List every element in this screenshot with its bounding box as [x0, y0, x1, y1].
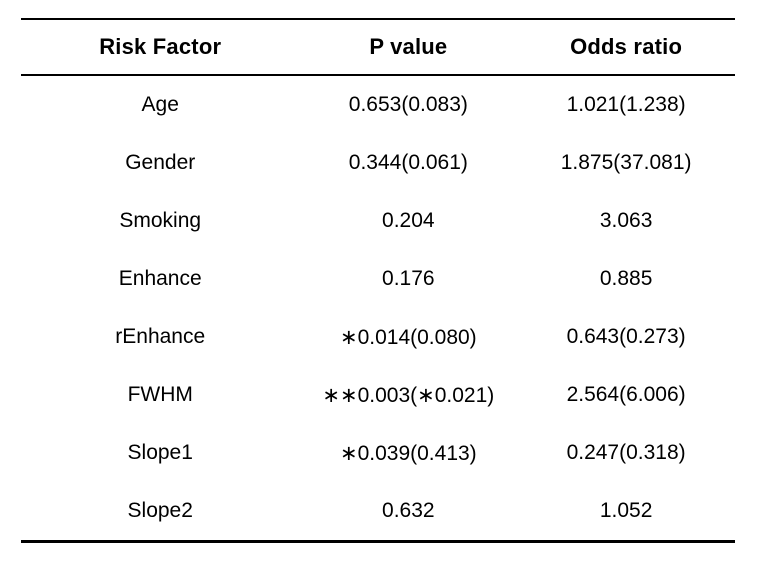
odds-ratio-cell: 0.885 [599, 267, 653, 290]
table-row: rEnhance ∗0.014(0.080) 0.643(0.273) [21, 308, 735, 366]
table-row: Enhance 0.176 0.885 [21, 250, 735, 308]
p-value-cell: 0.653(0.083) [348, 93, 468, 116]
table-row: FWHM ∗∗0.003(∗0.021) 2.564(6.006) [21, 366, 735, 424]
odds-ratio-cell: 2.564(6.006) [566, 383, 686, 406]
risk-factor-table: Risk Factor P value Odds ratio Age 0.653… [21, 18, 735, 543]
table-row: Gender 0.344(0.061) 1.875(37.081) [21, 134, 735, 192]
column-header-p-value: P value [299, 19, 518, 76]
odds-ratio-cell: 1.875(37.081) [560, 151, 692, 174]
p-value-cell: 0.632 [382, 499, 435, 522]
odds-ratio-cell: 3.063 [599, 209, 653, 232]
risk-factor-cell: Smoking [119, 209, 202, 232]
odds-ratio-cell: 0.643(0.273) [566, 325, 686, 348]
column-header-risk-factor: Risk Factor [21, 19, 300, 76]
p-value-cell: 0.204 [382, 209, 435, 232]
risk-factor-cell: Slope1 [127, 441, 193, 464]
odds-ratio-cell: 1.052 [599, 499, 653, 522]
table-row: Slope2 0.632 1.052 [21, 482, 735, 542]
p-value-cell: ∗0.014(0.080) [339, 325, 477, 349]
odds-ratio-cell: 1.021(1.238) [566, 93, 686, 116]
p-value-cell: 0.344(0.061) [348, 151, 468, 174]
p-value-cell: ∗∗0.003(∗0.021) [322, 383, 495, 407]
risk-factor-cell: FWHM [127, 383, 193, 406]
risk-factor-cell: rEnhance [115, 325, 206, 348]
risk-factor-cell: Age [141, 93, 179, 116]
p-value-cell: 0.176 [382, 267, 435, 290]
table-row: Slope1 ∗0.039(0.413) 0.247(0.318) [21, 424, 735, 482]
odds-ratio-cell: 0.247(0.318) [566, 441, 686, 464]
risk-factor-cell: Slope2 [127, 499, 193, 522]
risk-factor-cell: Gender [125, 151, 196, 174]
risk-factor-cell: Enhance [118, 267, 202, 290]
header-row: Risk Factor P value Odds ratio [21, 19, 735, 76]
column-header-odds-ratio: Odds ratio [517, 19, 735, 76]
table-row: Age 0.653(0.083) 1.021(1.238) [21, 75, 735, 134]
table-row: Smoking 0.204 3.063 [21, 192, 735, 250]
p-value-cell: ∗0.039(0.413) [339, 441, 477, 465]
